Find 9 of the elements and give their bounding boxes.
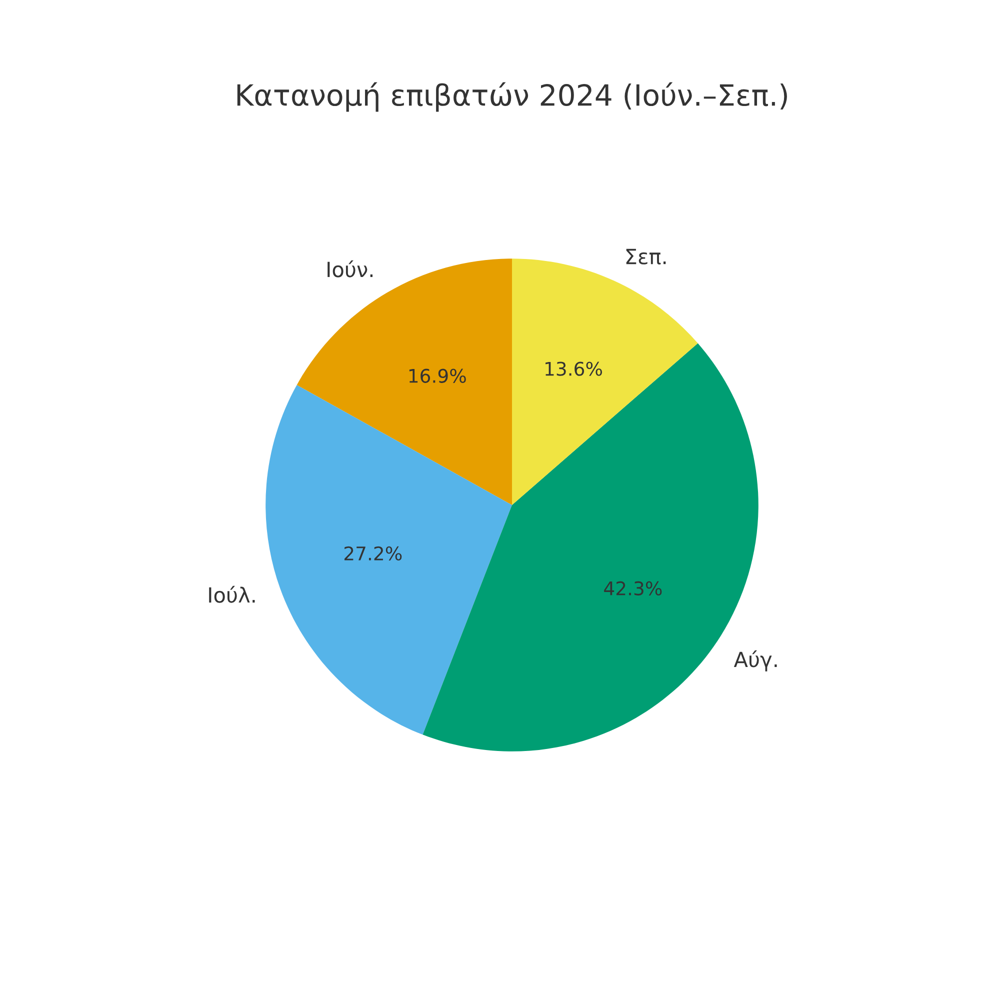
data-label: 13.6% [546, 362, 602, 376]
data-label: 42.3% [604, 581, 662, 596]
chart-title: Κατανομή επιβατών 2024 (Ιούν.–Σεπ.) [237, 82, 787, 112]
data-label: 16.9% [409, 368, 466, 383]
slice-label: Ιούλ. [209, 586, 255, 603]
slice-label: Ιούν. [328, 260, 373, 278]
data-label: 27.2% [344, 546, 402, 561]
slice-label: Αύγ. [734, 650, 777, 672]
slice-label: Σεπ. [626, 248, 666, 264]
